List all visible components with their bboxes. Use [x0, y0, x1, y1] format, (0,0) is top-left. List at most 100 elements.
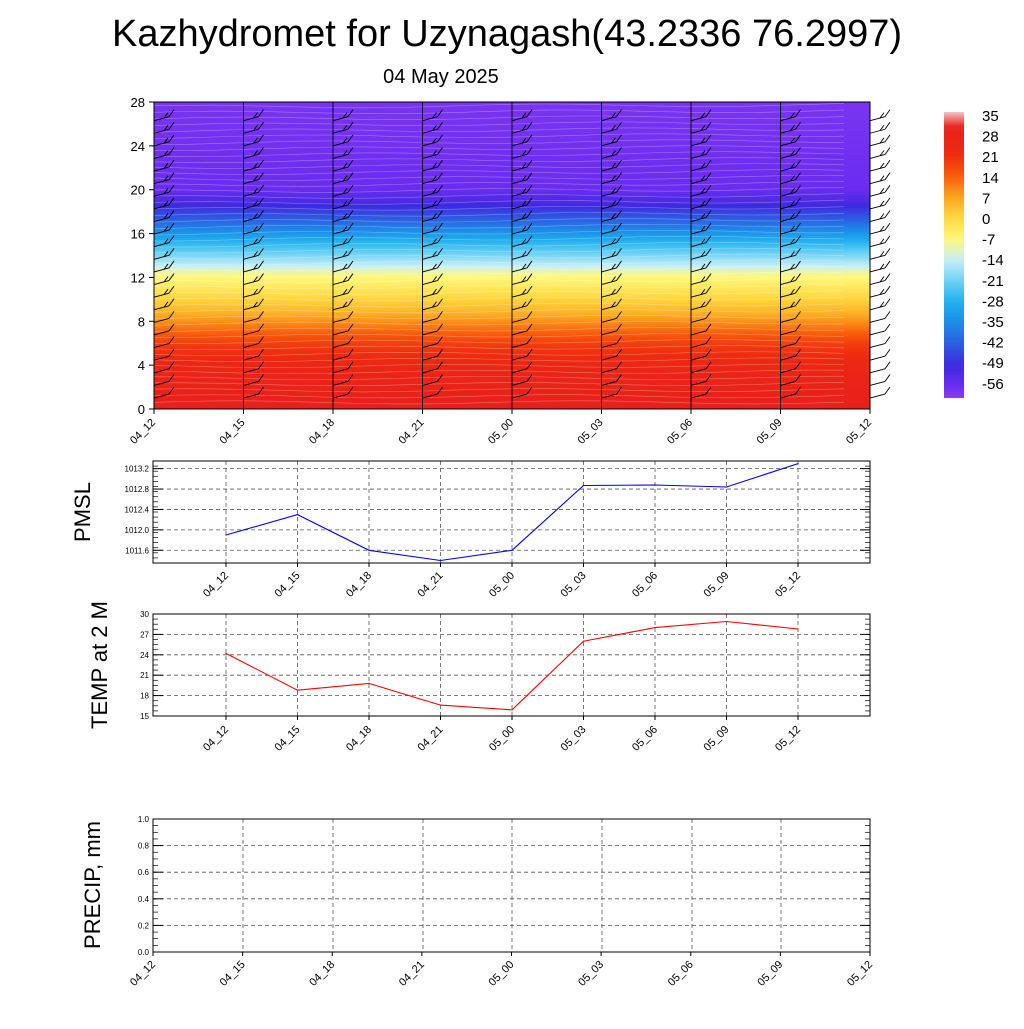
temp-x-tick-label: 04_12	[201, 724, 231, 754]
wind-barb-flag	[342, 238, 348, 245]
wind-barb-flag	[611, 238, 616, 245]
wind-barb-flag	[437, 147, 443, 155]
wind-barb-flag	[437, 298, 443, 307]
pmsl-data-point	[511, 549, 513, 551]
wind-barb-flag	[795, 121, 801, 130]
wind-barb-flag	[258, 121, 264, 130]
cross-section-y-tick-label: 12	[131, 270, 145, 285]
wind-barb-staff	[332, 242, 349, 248]
wind-barb-flag	[790, 150, 795, 157]
wind-barb-flag	[253, 225, 258, 232]
wind-barb-flag	[258, 222, 264, 231]
cross-section-y-tick-label: 8	[138, 314, 145, 329]
wind-barb-flag	[437, 172, 443, 180]
wind-barb-flag	[616, 260, 622, 269]
wind-barb-flag	[700, 137, 706, 144]
wind-barb-staff	[243, 229, 259, 235]
wind-barb-flag	[342, 225, 348, 232]
wind-barb-flag	[795, 323, 801, 332]
wind-barb-staff	[869, 217, 886, 222]
wind-barb-staff	[690, 242, 707, 248]
wind-barb-flag	[168, 336, 175, 344]
wind-barb-flag	[347, 172, 354, 180]
wind-barb-staff	[601, 154, 617, 159]
wind-barb-flag	[253, 276, 258, 283]
contour-line	[153, 388, 845, 393]
wind-barb-flag	[163, 276, 169, 283]
wind-barb-flag	[616, 273, 622, 281]
wind-barb-staff	[332, 166, 349, 172]
wind-barb-flag	[342, 112, 348, 119]
wind-barb-staff	[780, 317, 796, 323]
wind-barb-staff	[690, 380, 707, 386]
colorbar-label: 7	[982, 190, 990, 207]
wind-barb-staff	[332, 141, 349, 147]
wind-barb-flag	[705, 159, 712, 168]
wind-barb-flag	[611, 112, 616, 119]
wind-barb-staff	[601, 267, 617, 273]
wind-barb-flag	[437, 134, 443, 143]
wind-barb-staff	[422, 380, 438, 386]
wind-barb-staff	[869, 116, 886, 122]
pmsl-x-tick-label: 05_12	[773, 570, 803, 600]
precip-y-tick-label: 0.6	[138, 868, 150, 877]
wind-barb-flag	[258, 210, 264, 218]
contour-line	[153, 218, 845, 223]
wind-barb-flag	[258, 109, 264, 117]
colorbar-label: -49	[982, 355, 1004, 372]
pmsl-x-tick-label: 05_03	[559, 570, 589, 600]
wind-barb-staff	[690, 166, 707, 172]
wind-barb-staff	[422, 217, 438, 222]
wind-barb-staff	[601, 355, 617, 361]
wind-barb-staff	[243, 343, 259, 349]
wind-barb-flag	[168, 386, 175, 395]
wind-barb-flag	[432, 263, 437, 270]
wind-barb-flag	[705, 134, 712, 143]
contour-line	[153, 133, 845, 139]
wind-barb-staff	[780, 128, 796, 134]
wind-barb-staff	[511, 179, 528, 185]
wind-barb-flag	[616, 248, 622, 256]
wind-barb-staff	[422, 267, 438, 273]
temp-y-tick-label: 21	[140, 671, 149, 680]
wind-barb-staff	[511, 393, 528, 399]
wind-barb-flag	[526, 323, 533, 332]
wind-barb-staff	[243, 330, 259, 336]
wind-barb-staff	[243, 292, 259, 298]
wind-barb-staff	[422, 179, 438, 185]
contour-line	[153, 163, 845, 169]
wind-barb-flag	[879, 162, 885, 169]
pmsl-x-tick-label: 05_06	[630, 570, 660, 600]
wind-barb-staff	[780, 116, 796, 122]
wind-barb-staff	[511, 217, 528, 222]
cross-section-y-tick-label: 20	[131, 183, 145, 198]
contour-line	[153, 290, 845, 296]
wind-barb-flag	[790, 225, 795, 232]
wind-barb-staff	[690, 343, 707, 349]
temp-x-tick-label: 05_12	[773, 724, 803, 754]
wind-barb-flag	[437, 285, 443, 294]
precip-y-tick-label: 0.8	[138, 842, 150, 851]
wind-barb-staff	[690, 280, 707, 285]
wind-barb-staff	[422, 166, 438, 172]
wind-barb-flag	[795, 235, 801, 243]
contour-line	[153, 333, 845, 338]
contour-line	[153, 302, 845, 308]
contour-line	[153, 265, 845, 272]
wind-barb-flag	[258, 273, 264, 281]
wind-barb-flag	[700, 301, 706, 308]
wind-barbs	[153, 102, 891, 409]
wind-barb-flag	[790, 301, 795, 308]
wind-barb-staff	[869, 254, 886, 260]
wind-barb-flag	[879, 288, 885, 295]
wind-barb-flag	[437, 348, 443, 357]
colorbar-label: -56	[982, 376, 1004, 393]
wind-barb-flag	[705, 311, 712, 319]
wind-barb-flag	[705, 235, 712, 243]
contour-line	[153, 259, 845, 266]
wind-barb-flag	[521, 112, 527, 119]
wind-barb-flag	[884, 311, 891, 319]
colorbar-label: -35	[982, 314, 1004, 331]
contour-line	[153, 283, 845, 290]
